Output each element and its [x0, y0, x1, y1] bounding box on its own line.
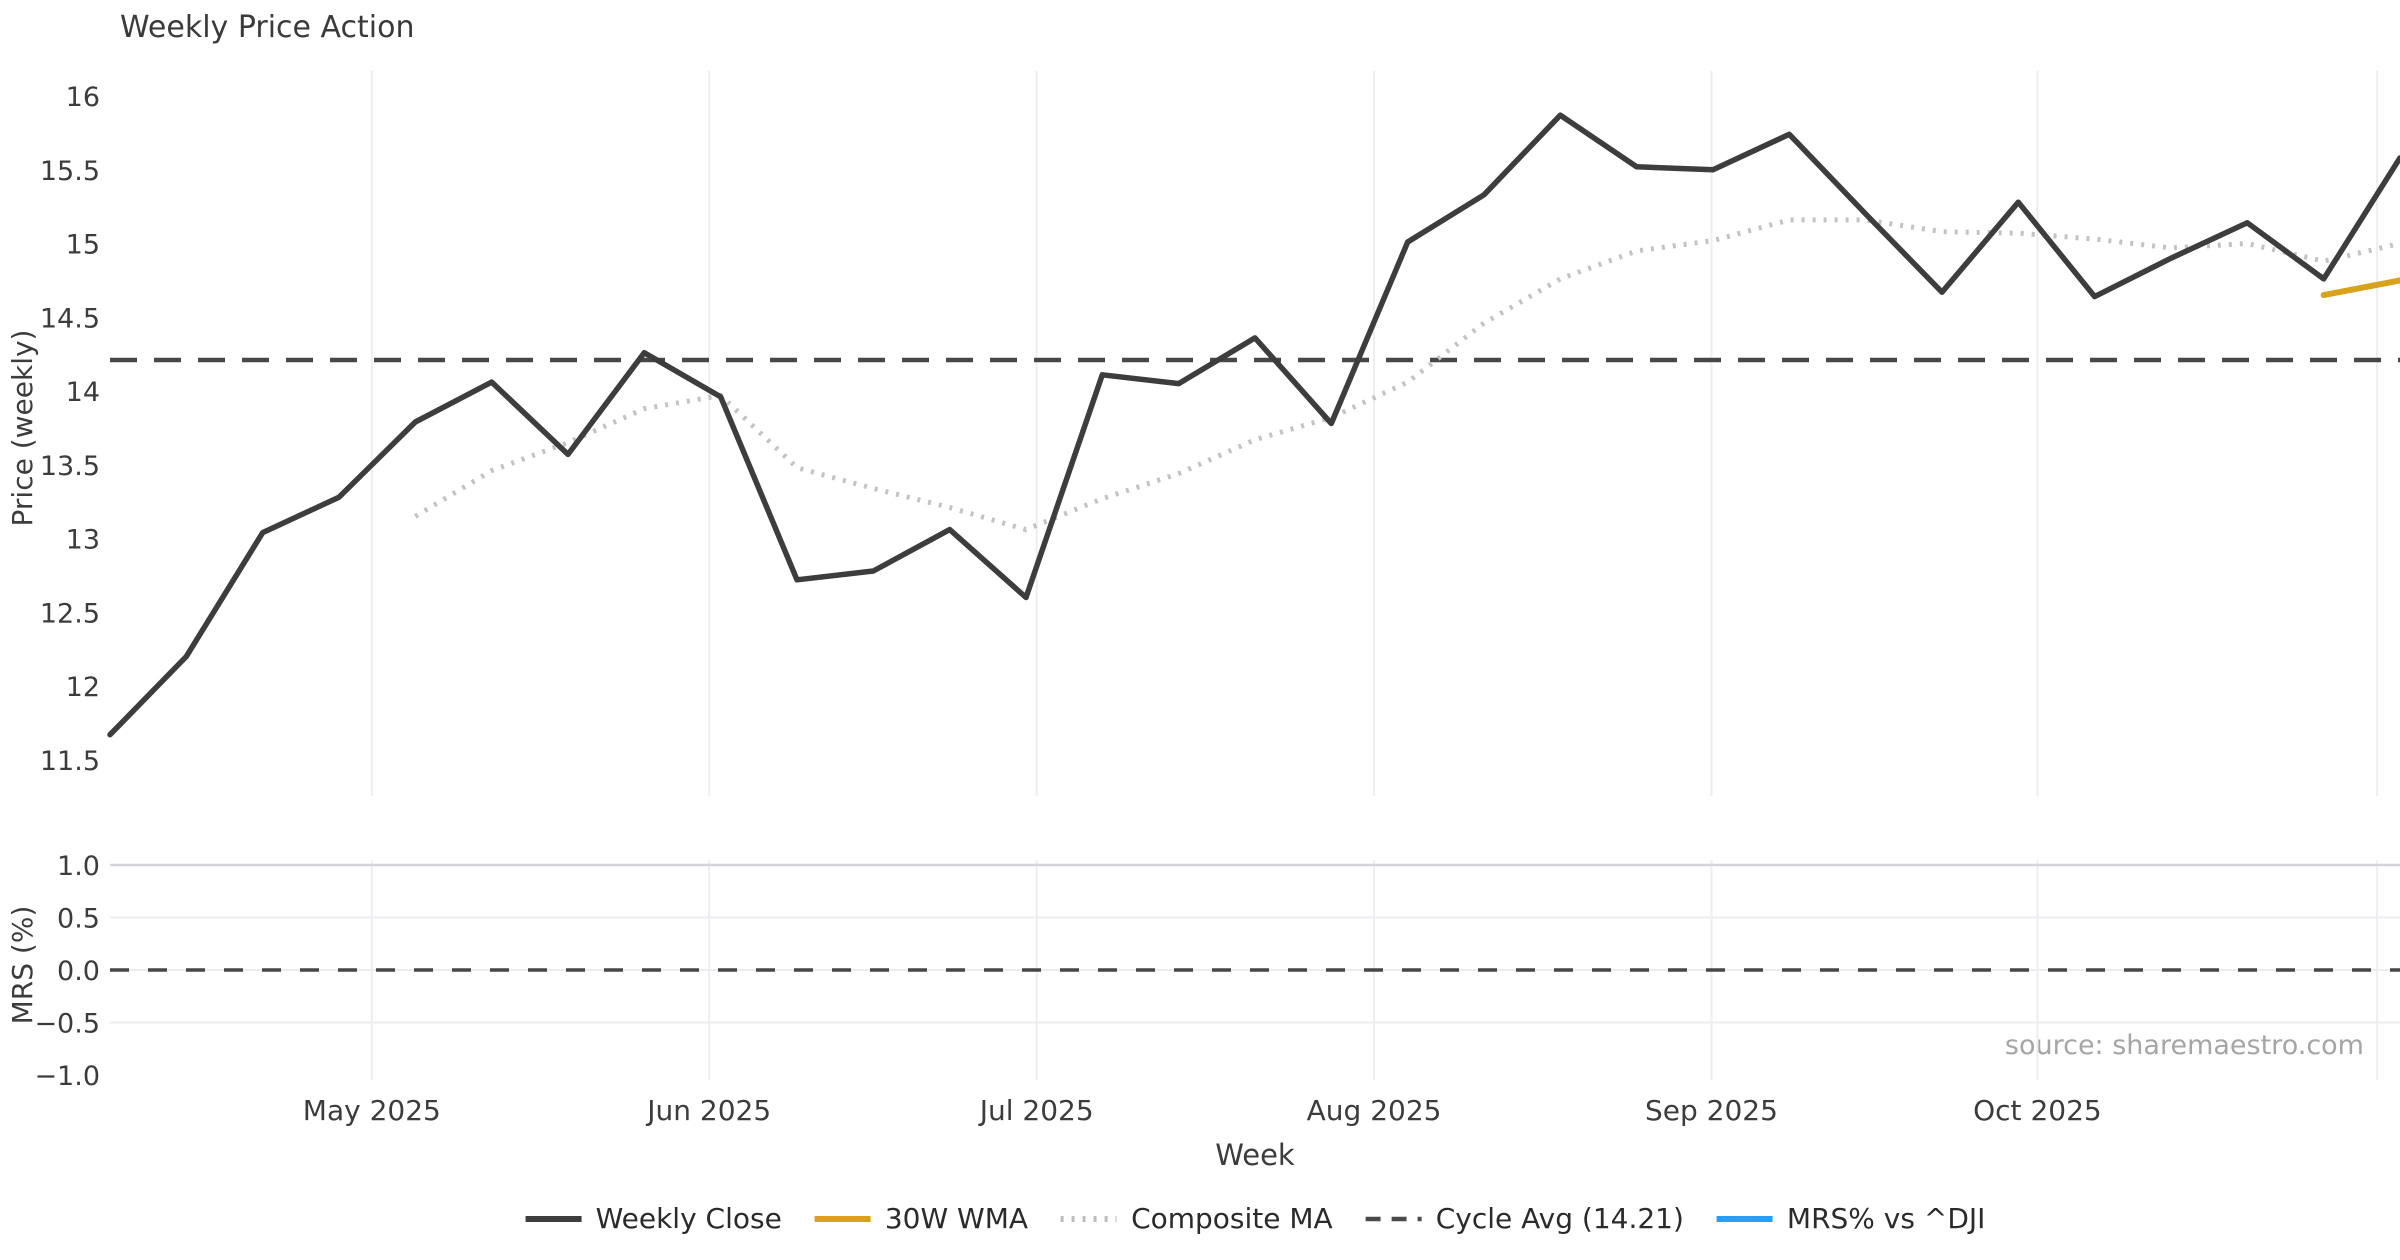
price-ytick-label: 13.5	[40, 451, 100, 482]
price-ytick-label: 14.5	[40, 303, 100, 334]
legend-swatch-dashed	[1365, 1216, 1422, 1221]
price-ytick-label: 11.5	[40, 746, 100, 777]
legend-label: Cycle Avg (14.21)	[1435, 1202, 1684, 1235]
legend-item: Cycle Avg (14.21)	[1365, 1202, 1684, 1235]
legend-label: Weekly Close	[595, 1202, 782, 1235]
price-ytick-label: 13	[66, 525, 100, 556]
month-tick-label: Aug 2025	[1307, 1094, 1442, 1127]
price-ytick-label: 14	[66, 377, 100, 408]
legend-item: Weekly Close	[525, 1202, 782, 1235]
mrs-ytick-label: 1.0	[57, 851, 100, 882]
price-ytick-labels: 16 15.5 15 14.5 14 13.5 13 12.5 12 11.5	[40, 82, 100, 777]
legend-swatch-solid	[814, 1215, 871, 1222]
month-gridlines	[370, 71, 2379, 1080]
mrs-ytick-label: −0.5	[34, 1009, 100, 1040]
month-tick-label: May 2025	[303, 1094, 441, 1127]
legend-item: Composite MA	[1060, 1202, 1333, 1235]
mrs-gridlines	[110, 863, 2400, 1024]
chart-title: Weekly Price Action	[120, 10, 415, 45]
month-tick-label: Oct 2025	[1973, 1094, 2102, 1127]
mrs-ytick-label: 0.0	[57, 956, 100, 987]
price-ytick-label: 16	[66, 82, 100, 113]
source-credit: source: sharemaestro.com	[2004, 1030, 2364, 1061]
legend-swatch-dotted	[1061, 1215, 1118, 1222]
month-tick-label: Sep 2025	[1645, 1094, 1778, 1127]
month-tick-label: Jul 2025	[978, 1094, 1094, 1127]
price-ytick-label: 12	[66, 672, 100, 703]
composite-ma-line	[414, 217, 2400, 533]
legend-label: MRS% vs ^DJI	[1786, 1202, 1986, 1235]
price-ytick-label: 15.5	[40, 156, 100, 187]
mrs-ytick-label: 0.5	[57, 904, 100, 935]
price-ytick-label: 12.5	[40, 598, 100, 629]
price-ytick-label: 15	[66, 230, 100, 261]
wma-30w-line	[2320, 277, 2400, 299]
month-tick-labels: May 2025 Jun 2025 Jul 2025 Aug 2025 Sep 2025…	[303, 1094, 2102, 1127]
mrs-ytick-label: −1.0	[34, 1061, 100, 1092]
legend: Weekly Close 30W WMA Composite MA Cycle Avg…	[525, 1202, 1986, 1235]
legend-swatch-solid	[1716, 1215, 1773, 1222]
legend-swatch-solid	[525, 1215, 582, 1222]
legend-item: 30W WMA	[814, 1202, 1028, 1235]
x-axis-title: Week	[1215, 1138, 1295, 1172]
legend-item: MRS% vs ^DJI	[1716, 1202, 1986, 1235]
legend-label: Composite MA	[1131, 1202, 1333, 1235]
weekly-close-line	[107, 112, 2400, 738]
month-tick-label: Jun 2025	[645, 1094, 771, 1127]
legend-label: 30W WMA	[884, 1202, 1029, 1235]
mrs-ytick-labels: 1.0 0.5 0.0 −0.5 −1.0	[34, 851, 100, 1092]
